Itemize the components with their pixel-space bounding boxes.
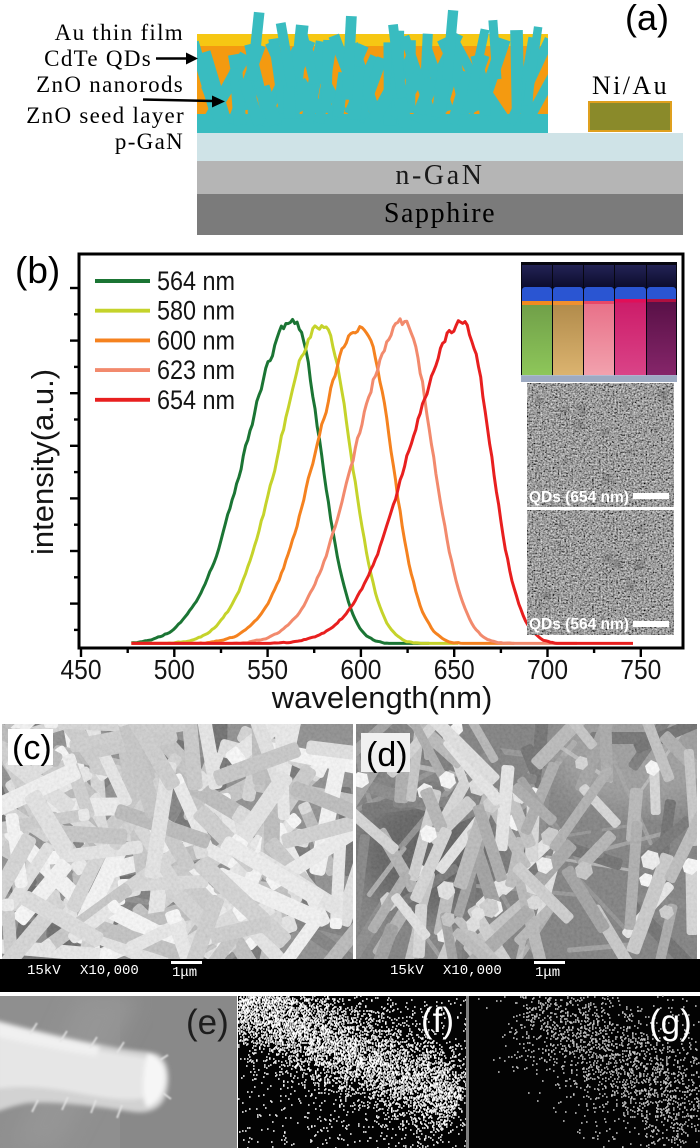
svg-text:(c): (c): [12, 729, 52, 767]
svg-text:450: 450: [61, 654, 102, 685]
svg-text:654 nm: 654 nm: [157, 385, 235, 415]
svg-text:X10,000: X10,000: [443, 963, 502, 979]
svg-text:(f): (f): [421, 1001, 454, 1040]
svg-text:(g): (g): [649, 1003, 692, 1042]
svg-text:intensity(a.u.): intensity(a.u.): [25, 369, 60, 555]
svg-text:600 nm: 600 nm: [157, 325, 235, 355]
svg-text:15kV: 15kV: [27, 963, 61, 979]
svg-text:1μm: 1μm: [172, 965, 197, 981]
svg-text:(d): (d): [366, 736, 408, 774]
svg-text:X10,000: X10,000: [80, 963, 139, 979]
svg-text:564 nm: 564 nm: [157, 266, 235, 296]
svg-text:650: 650: [434, 654, 475, 685]
svg-text:750: 750: [620, 654, 661, 685]
svg-text:500: 500: [154, 654, 195, 685]
svg-text:700: 700: [527, 654, 568, 685]
svg-text:623 nm: 623 nm: [157, 355, 235, 385]
svg-text:QDs (564 nm): QDs (564 nm): [529, 616, 629, 633]
svg-text:600: 600: [340, 654, 381, 685]
svg-text:QDs (654 nm): QDs (654 nm): [529, 489, 629, 506]
svg-text:15kV: 15kV: [390, 963, 424, 979]
svg-text:550: 550: [247, 654, 288, 685]
svg-text:(e): (e): [186, 1003, 229, 1042]
svg-text:580 nm: 580 nm: [157, 296, 235, 326]
svg-text:1μm: 1μm: [535, 965, 560, 981]
svg-text:wavelength(nm): wavelength(nm): [271, 680, 493, 715]
